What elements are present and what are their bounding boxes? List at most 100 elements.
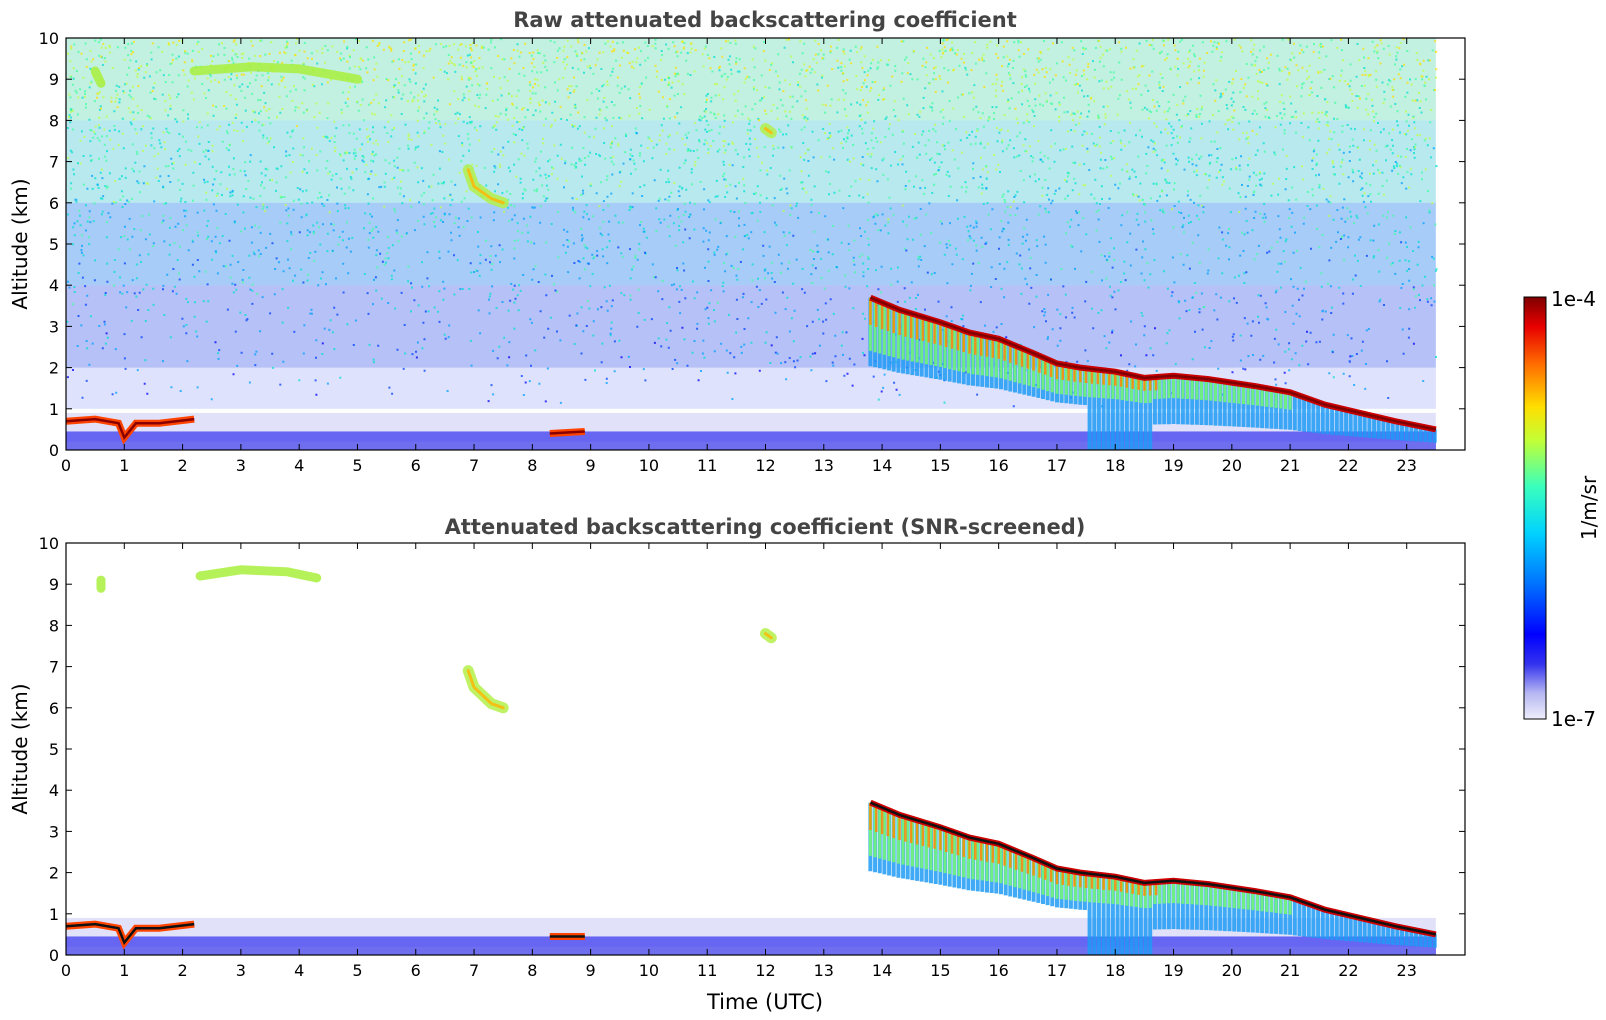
layer-features (66, 565, 1437, 955)
x-tick-label: 20 (1222, 456, 1242, 475)
x-tick-label: 0 (61, 456, 71, 475)
x-tick-label: 1 (119, 961, 129, 980)
x-tick-label: 6 (411, 961, 421, 980)
x-tick-label: 16 (988, 456, 1008, 475)
x-tick-label: 20 (1222, 961, 1242, 980)
x-tick-label: 10 (639, 961, 659, 980)
y-tick-label: 10 (39, 29, 59, 48)
x-tick-label: 7 (469, 456, 479, 475)
noise-background (66, 38, 1438, 450)
virga-intense (869, 802, 1158, 896)
snr-screened-panel: Attenuated backscattering coefficient (S… (8, 515, 1466, 1014)
x-tick-label: 17 (1047, 456, 1067, 475)
x-tick-label: 18 (1105, 456, 1125, 475)
cloud-base-core (869, 296, 1437, 431)
x-tick-label: 22 (1338, 456, 1358, 475)
aerosol-plume-core (466, 168, 505, 205)
y-tick-label: 4 (49, 276, 59, 295)
x-tick-label: 12 (755, 961, 775, 980)
cirrus-layer (195, 565, 322, 583)
x-tick-label: 23 (1397, 456, 1417, 475)
aerosol-plume (462, 665, 509, 714)
x-tick-label: 7 (469, 961, 479, 980)
x-tick-label: 9 (586, 456, 596, 475)
colorbar-gradient (1523, 296, 1547, 720)
x-tick-label: 11 (697, 961, 717, 980)
boundary-layer-core (66, 417, 195, 441)
x-axis: 0 1 2 3 4 5 6 7 8 9 10 11 12 13 14 15 16 17 18 19 20 21 22 23 (61, 38, 1417, 475)
x-tick-label: 15 (930, 961, 950, 980)
x-tick-label: 1 (119, 456, 129, 475)
panel-title: Attenuated backscattering coefficient (S… (445, 515, 1086, 539)
x-tick-label: 15 (930, 456, 950, 475)
x-tick-label: 18 (1105, 961, 1125, 980)
y-tick-label: 8 (49, 111, 59, 130)
colorbar-unit-label: 1/m/sr (1577, 475, 1601, 540)
y-tick-label: 5 (49, 740, 59, 759)
layer-features (66, 62, 1437, 450)
x-tick-label: 4 (294, 961, 304, 980)
panel-title: Raw attenuated backscattering coefficien… (513, 8, 1017, 32)
boundary-layer-core (66, 922, 195, 946)
y-tick-label: 3 (49, 822, 59, 841)
x-tick-label: 0 (61, 961, 71, 980)
colorbar-min-label: 1e-7 (1551, 707, 1596, 731)
x-tick-label: 23 (1397, 961, 1417, 980)
y-tick-label: 6 (49, 194, 59, 213)
boundary-layer-core (549, 430, 585, 435)
y-tick-label: 9 (49, 70, 59, 89)
noise-band (66, 38, 1436, 121)
x-axis-label: Time (UTC) (706, 990, 823, 1014)
noise-band (66, 285, 1436, 368)
y-tick-label: 2 (49, 864, 59, 883)
y-axis-label: Altitude (km) (8, 178, 32, 309)
x-tick-label: 8 (527, 961, 537, 980)
y-tick-label: 4 (49, 781, 59, 800)
y-axis: 0 1 2 3 4 5 6 7 8 9 10 (39, 534, 1465, 965)
y-tick-label: 10 (39, 534, 59, 553)
x-tick-label: 14 (872, 456, 892, 475)
y-tick-label: 0 (49, 441, 59, 460)
x-tick-label: 16 (988, 961, 1008, 980)
x-tick-label: 17 (1047, 961, 1067, 980)
y-tick-label: 1 (49, 905, 59, 924)
y-tick-label: 2 (49, 359, 59, 378)
aerosol-plume-core (764, 127, 773, 135)
y-tick-label: 7 (49, 658, 59, 677)
colorbar: 1e-4 1e-7 1/m/sr (1523, 287, 1601, 731)
y-tick-label: 6 (49, 699, 59, 718)
y-tick-label: 3 (49, 317, 59, 336)
surface-layer-base (66, 946, 1436, 955)
x-axis: 0 1 2 3 4 5 6 7 8 9 10 11 12 13 14 15 16 17 18 19 20 21 22 23 (61, 543, 1417, 980)
virga-intense (869, 297, 1158, 391)
y-tick-label: 5 (49, 235, 59, 254)
x-tick-label: 3 (236, 961, 246, 980)
x-tick-label: 21 (1280, 961, 1300, 980)
virga-core (868, 802, 1292, 915)
y-tick-label: 9 (49, 575, 59, 594)
x-tick-label: 3 (236, 456, 246, 475)
aerosol-plume-core (764, 632, 773, 640)
x-tick-label: 21 (1280, 456, 1300, 475)
x-tick-label: 19 (1163, 961, 1183, 980)
x-tick-label: 6 (411, 456, 421, 475)
x-tick-label: 11 (697, 456, 717, 475)
surface-layer-base (66, 441, 1436, 450)
y-tick-label: 8 (49, 616, 59, 635)
x-tick-label: 9 (586, 961, 596, 980)
x-tick-label: 22 (1338, 961, 1358, 980)
x-tick-label: 10 (639, 456, 659, 475)
y-axis-label: Altitude (km) (8, 683, 32, 814)
x-tick-label: 13 (814, 456, 834, 475)
x-tick-label: 2 (177, 961, 187, 980)
noise-band (66, 120, 1436, 203)
cloud-base-core (869, 801, 1437, 936)
colorbar-max-label: 1e-4 (1551, 287, 1596, 311)
noise-band (66, 202, 1436, 286)
y-tick-label: 0 (49, 946, 59, 965)
y-axis: 0 1 2 3 4 5 6 7 8 9 10 (39, 29, 1465, 460)
x-tick-label: 12 (755, 456, 775, 475)
x-tick-label: 5 (352, 456, 362, 475)
cirrus-layer (189, 62, 362, 84)
